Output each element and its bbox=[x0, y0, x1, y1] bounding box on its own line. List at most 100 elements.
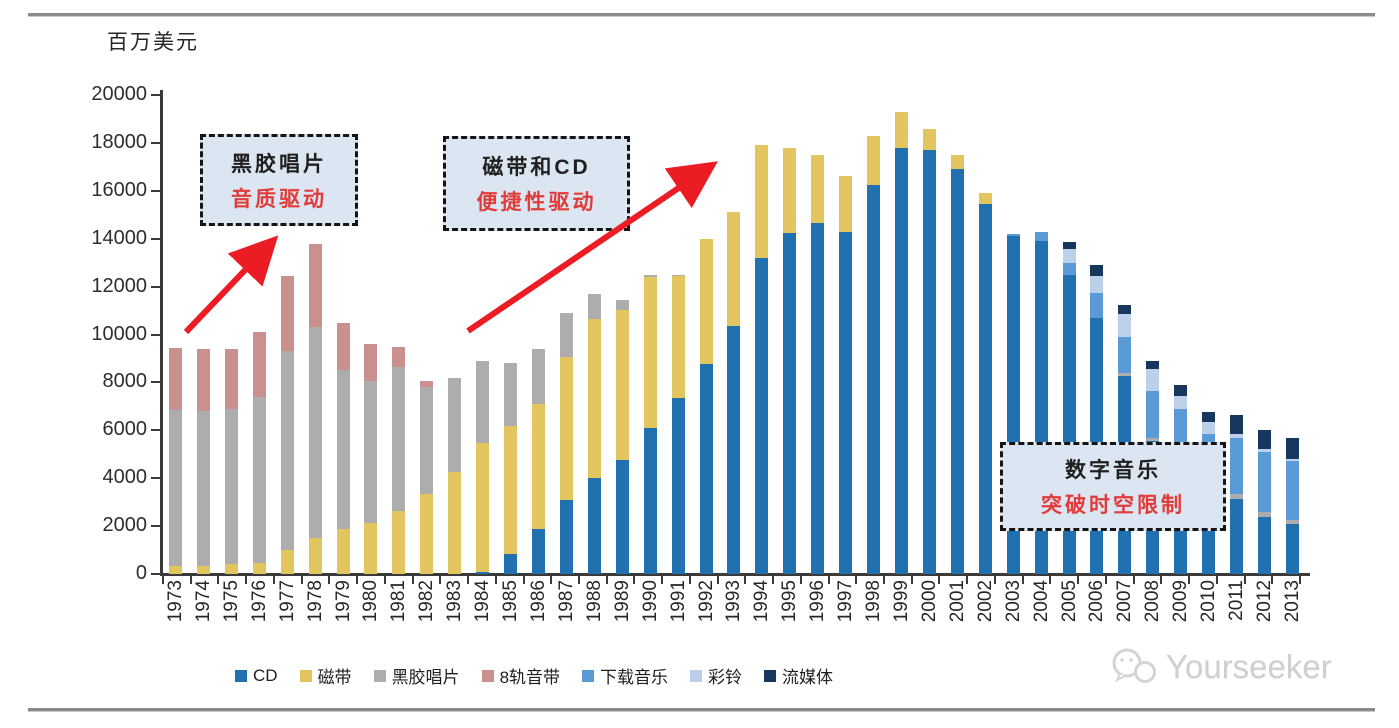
x-tick bbox=[799, 576, 802, 584]
x-tick bbox=[494, 576, 497, 584]
y-tick bbox=[151, 189, 162, 192]
bar-1999 bbox=[894, 111, 908, 574]
year-label-1992: 1992 bbox=[695, 580, 717, 632]
segment-磁带 bbox=[448, 472, 462, 574]
segment-磁带 bbox=[224, 564, 238, 574]
annotation-box-tape-cd: 磁带和CD 便捷性驱动 bbox=[443, 136, 630, 231]
segment-CD bbox=[1230, 499, 1244, 574]
segment-黑胶唱片 bbox=[448, 377, 462, 473]
year-label-text: 1975 bbox=[220, 580, 242, 623]
x-tick bbox=[411, 576, 414, 584]
x-tick bbox=[1160, 576, 1163, 584]
segment-CD bbox=[1257, 517, 1271, 574]
x-axis-year-labels: 1973 1974 1975 1976 1977 1978 1979 1980 1981 1982… bbox=[165, 580, 1303, 632]
segment-CD bbox=[839, 231, 853, 574]
segment-磁带 bbox=[783, 147, 797, 233]
y-tick-label: 20000 bbox=[91, 83, 147, 105]
year-label-text: 1994 bbox=[751, 580, 773, 623]
year-label-2008: 2008 bbox=[1142, 580, 1164, 632]
segment-8轨音带 bbox=[169, 347, 182, 410]
segment-CD bbox=[699, 364, 713, 574]
legend-label: 彩铃 bbox=[708, 668, 743, 687]
segment-8轨音带 bbox=[224, 348, 238, 409]
bar-2002 bbox=[978, 193, 992, 574]
segment-下载音乐 bbox=[1034, 231, 1048, 242]
x-tick bbox=[772, 576, 775, 584]
bar-1995 bbox=[783, 147, 797, 574]
segment-CD bbox=[950, 169, 964, 574]
year-label-1994: 1994 bbox=[751, 580, 773, 632]
annotation-title: 黑胶唱片 bbox=[231, 152, 327, 176]
segment-磁带 bbox=[308, 538, 322, 574]
legend-label: CD bbox=[253, 665, 278, 685]
segment-磁带 bbox=[922, 128, 936, 151]
legend-swatch bbox=[764, 669, 777, 682]
legend-item-流媒体: 流媒体 bbox=[764, 663, 833, 688]
y-tick bbox=[151, 141, 162, 144]
segment-黑胶唱片 bbox=[169, 409, 182, 566]
x-tick bbox=[1021, 576, 1024, 584]
annotation-subtitle: 便捷性驱动 bbox=[476, 191, 597, 214]
segment-CD bbox=[504, 554, 518, 574]
segment-CD bbox=[531, 528, 545, 574]
year-label-1986: 1986 bbox=[528, 580, 549, 632]
legend-swatch bbox=[373, 669, 386, 682]
segment-黑胶唱片 bbox=[1146, 437, 1160, 442]
segment-磁带 bbox=[643, 277, 657, 428]
x-tick bbox=[1077, 576, 1080, 584]
x-tick bbox=[661, 576, 664, 584]
segment-磁带 bbox=[978, 193, 992, 204]
year-label-2000: 2000 bbox=[918, 580, 940, 632]
year-label-text: 1990 bbox=[639, 580, 661, 623]
year-label-2010: 2010 bbox=[1198, 580, 1219, 632]
x-tick bbox=[272, 576, 275, 584]
bar-1998 bbox=[867, 135, 881, 574]
segment-流媒体 bbox=[1118, 304, 1132, 315]
year-label-1979: 1979 bbox=[333, 580, 354, 632]
year-label-text: 1991 bbox=[667, 580, 689, 623]
segment-8轨音带 bbox=[196, 348, 210, 412]
segment-黑胶唱片 bbox=[308, 327, 322, 539]
year-label-text: 1980 bbox=[360, 580, 382, 623]
year-label-text: 2007 bbox=[1114, 580, 1136, 623]
y-tick-label: 0 bbox=[135, 562, 147, 584]
x-tick bbox=[633, 576, 636, 584]
year-label-1982: 1982 bbox=[416, 580, 437, 632]
segment-流媒体 bbox=[1174, 384, 1188, 396]
x-tick bbox=[1188, 576, 1191, 584]
segment-下载音乐 bbox=[1118, 336, 1132, 373]
annotation-subtitle: 音质驱动 bbox=[231, 187, 327, 211]
segment-彩铃 bbox=[1257, 449, 1271, 453]
segment-8轨音带 bbox=[364, 344, 378, 382]
year-label-1998: 1998 bbox=[863, 580, 884, 632]
year-label-text: 1999 bbox=[890, 580, 912, 623]
year-label-2005: 2005 bbox=[1059, 580, 1080, 632]
y-tick bbox=[151, 333, 162, 336]
segment-彩铃 bbox=[1090, 275, 1104, 293]
year-label-text: 1992 bbox=[695, 580, 717, 623]
segment-CD bbox=[559, 499, 573, 574]
x-tick bbox=[439, 576, 442, 584]
year-label-1974: 1974 bbox=[193, 580, 214, 632]
year-label-text: 2000 bbox=[918, 580, 940, 623]
bar-1996 bbox=[811, 154, 825, 574]
year-label-text: 2008 bbox=[1142, 580, 1164, 623]
segment-下载音乐 bbox=[1062, 262, 1076, 275]
x-tick bbox=[688, 576, 691, 584]
y-tick bbox=[151, 477, 162, 480]
legend-swatch bbox=[481, 669, 494, 682]
bar-1975 bbox=[224, 348, 238, 574]
bar-1997 bbox=[839, 176, 853, 574]
x-tick bbox=[577, 576, 580, 584]
segment-磁带 bbox=[531, 403, 545, 529]
bar-1990 bbox=[643, 274, 657, 574]
bar-1978 bbox=[308, 243, 322, 574]
year-label-2003: 2003 bbox=[1003, 580, 1024, 632]
segment-黑胶唱片 bbox=[615, 299, 629, 311]
segment-磁带 bbox=[392, 510, 406, 574]
year-label-1990: 1990 bbox=[639, 580, 661, 632]
segment-黑胶唱片 bbox=[196, 411, 210, 566]
segment-流媒体 bbox=[1062, 242, 1076, 250]
year-label-text: 1978 bbox=[304, 580, 326, 623]
segment-彩铃 bbox=[1062, 249, 1076, 263]
